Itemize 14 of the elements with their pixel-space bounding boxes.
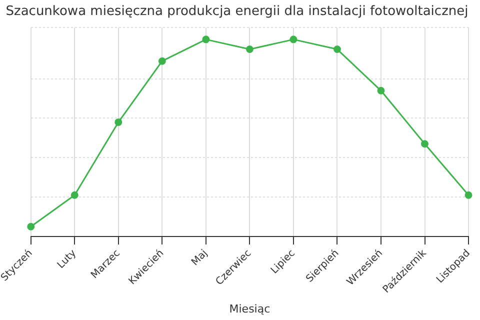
point [333,46,341,54]
point [114,118,122,126]
point [158,57,166,65]
point [290,36,298,44]
x-tick-label: Maj [190,248,210,268]
point [246,46,254,54]
point [464,191,472,199]
x-axis-title: Miesiąc [229,302,270,316]
point [70,191,78,199]
chart-title: Szacunkowa miesięczna produkcja energii dla instalacji fotowoltaicznej [6,4,468,20]
point [377,86,385,94]
point [421,140,428,148]
point [27,222,35,230]
point [202,36,210,44]
